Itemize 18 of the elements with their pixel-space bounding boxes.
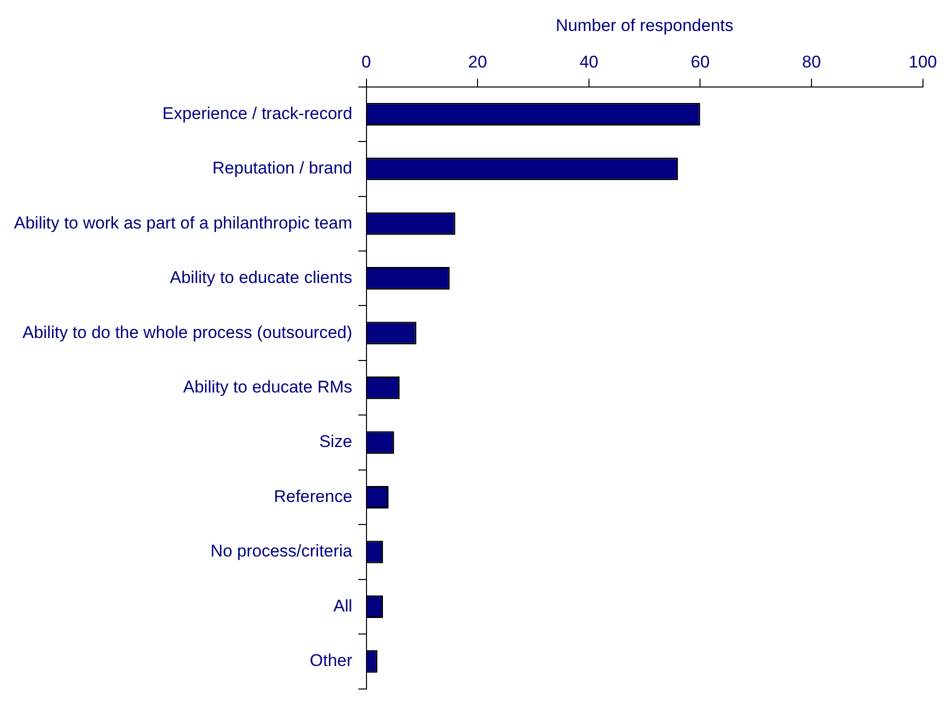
x-tick-label: 0 (362, 52, 372, 72)
y-tick-label: Experience / track-record (162, 104, 352, 123)
y-tick-label: Ability to educate RMs (183, 377, 352, 396)
y-tick-label: Ability to work as part of a philanthropic team (14, 213, 352, 232)
y-tick-label: All (333, 596, 352, 616)
y-tick-label: Size (319, 432, 352, 452)
x-tick-label: 60 (690, 52, 710, 72)
y-tick-label: Reference (274, 486, 352, 506)
y-tick-label: No process/criteria (210, 542, 353, 561)
x-tick-label: 80 (802, 52, 821, 72)
y-tick-label: Reputation / brand (212, 158, 352, 178)
y-tick-label: Ability to do the whole process (outsourced) (22, 322, 352, 342)
x-tick-label: 20 (468, 52, 488, 72)
x-tick-label: 40 (579, 52, 598, 72)
x-tick-label: 100 (908, 52, 938, 72)
y-tick-label: Ability to educate clients (170, 268, 352, 288)
x-axis-title: Number of respondents (556, 16, 734, 35)
y-tick-label: Other (310, 651, 353, 670)
